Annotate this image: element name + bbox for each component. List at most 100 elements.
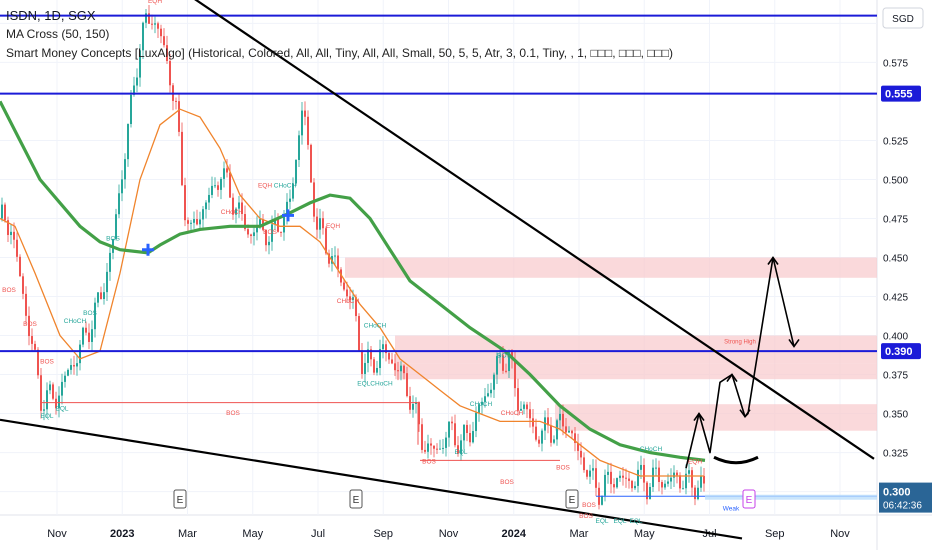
last-price-label: 0.300 [883, 487, 911, 499]
candle-body [337, 255, 339, 270]
candle-body [487, 393, 489, 397]
smc-label-1: BOS [2, 287, 16, 294]
candle-body [454, 423, 456, 446]
smc-label-31: EQH [688, 459, 702, 466]
candle-body [343, 282, 345, 290]
level-label-1: 0.555 [885, 89, 913, 101]
y-tick-label-5: 0.475 [883, 214, 908, 225]
candle-body [694, 487, 696, 500]
candle-body [292, 183, 294, 199]
candle-body [679, 475, 681, 489]
candle-body [238, 202, 240, 209]
candle-body [388, 353, 390, 360]
candle-body [532, 418, 534, 427]
y-tick-label-7: 0.425 [883, 293, 908, 304]
candle-body [697, 487, 699, 500]
candle-body [223, 168, 225, 179]
candle-body [115, 214, 117, 239]
candle-body [286, 201, 288, 216]
smc-label-19: CHoCH [470, 401, 493, 408]
candle-body [364, 362, 366, 374]
smc-label-15: BOS [226, 410, 240, 417]
candle-body [202, 209, 204, 220]
smc-indicator-label[interactable]: Smart Money Concepts [LuxAlgo] (Historic… [6, 46, 674, 60]
candle-body [580, 450, 582, 458]
candle-body [133, 85, 135, 95]
dividend-marker [742, 489, 756, 509]
projection-arrowhead-2 [739, 409, 751, 419]
candle-body [52, 384, 54, 399]
candle-body [346, 289, 348, 297]
candle-body [304, 110, 306, 117]
candle-body [430, 443, 432, 446]
smc-label-0: EQH [148, 0, 162, 5]
candle-body [640, 464, 642, 470]
candle-body [610, 471, 612, 485]
candle-body [151, 23, 153, 25]
smc-label-22: EQL [454, 449, 467, 456]
ma-150-line [0, 100, 706, 462]
candle-body [142, 22, 144, 51]
candle-body [208, 194, 210, 203]
candle-body [73, 365, 75, 367]
candle-body [244, 214, 246, 230]
candle-body [181, 131, 183, 186]
candle-body [85, 327, 87, 333]
candle-body [136, 77, 138, 86]
candle-body [145, 13, 147, 23]
candle-body [25, 293, 27, 316]
candle-body [622, 475, 624, 478]
smc-label-10: BOS [263, 229, 277, 236]
smc-label-21: BOS [422, 459, 436, 466]
y-tick-label-6: 0.450 [883, 254, 908, 265]
ma-50-line [0, 108, 704, 477]
candle-body [232, 197, 234, 215]
candle-body [301, 110, 303, 136]
candle-body [400, 365, 402, 372]
candle-body [490, 389, 492, 394]
candle-body [673, 472, 675, 478]
candle-body [268, 241, 270, 246]
order-block-zone-0 [345, 257, 877, 278]
order-block-zone-2 [395, 363, 877, 380]
candle-body [214, 185, 216, 187]
candle-body [271, 224, 273, 242]
x-tick-label-3: May [242, 528, 263, 540]
smc-label-32: Weak [723, 505, 740, 512]
candle-body [4, 204, 6, 221]
candle-body [40, 375, 42, 411]
candle-body [403, 365, 405, 374]
projection-arrowhead-0 [693, 412, 705, 422]
y-tick-label-1: 0.575 [883, 58, 908, 69]
candle-body [637, 469, 639, 486]
candle-body [442, 447, 444, 449]
candle-body [445, 437, 447, 448]
candle-body [241, 202, 243, 215]
candle-body [478, 404, 480, 413]
y-tick-label-3: 0.525 [883, 136, 908, 147]
candle-body [502, 355, 504, 371]
candle-body [616, 478, 618, 488]
candle-body [526, 404, 528, 410]
candle-body [499, 355, 501, 357]
candle-body [493, 374, 495, 390]
candle-body [256, 225, 258, 233]
candle-body [529, 409, 531, 419]
candle-body [34, 343, 36, 350]
candle-body [43, 409, 45, 411]
symbol-title[interactable]: ISDN, 1D, SGX [6, 8, 96, 23]
candle-body [496, 356, 498, 375]
candle-body [175, 100, 177, 102]
candle-body [592, 468, 594, 471]
smc-label-28: EQL [613, 518, 626, 525]
earnings-marker-label-0: E [177, 495, 184, 506]
smc-label-14: EQLCHoCH [357, 380, 393, 387]
smc-label-11: EQH [326, 223, 340, 230]
smc-label-16: EQL [40, 413, 53, 420]
candle-body [247, 229, 249, 235]
candle-body [703, 475, 705, 484]
ma-cross-indicator-label[interactable]: MA Cross (50, 150) [6, 27, 110, 41]
level-label-bg-1 [881, 85, 921, 102]
candle-body [100, 292, 102, 300]
